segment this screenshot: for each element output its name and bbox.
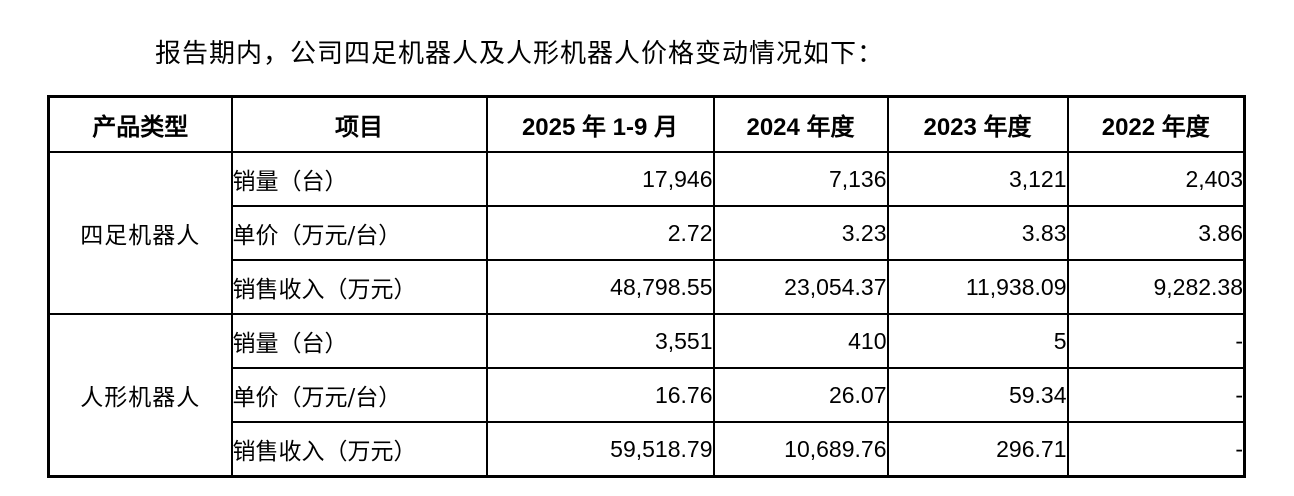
table-row: 单价（万元/台） 2.72 3.23 3.83 3.86 bbox=[49, 205, 1246, 261]
table-row: 销售收入（万元） 59,518.79 10,689.76 296.71 - bbox=[49, 421, 1246, 478]
value-cell: 23,054.37 bbox=[712, 259, 889, 315]
group-humanoid-robot: 人形机器人 bbox=[47, 313, 233, 478]
value-cell: 5 bbox=[886, 313, 1069, 369]
value-cell: 26.07 bbox=[712, 367, 889, 423]
value-cell: 48,798.55 bbox=[485, 259, 715, 315]
item-label-cell: 单价（万元/台） bbox=[230, 205, 488, 261]
document-title: 报告期内，公司四足机器人及人形机器人价格变动情况如下： bbox=[155, 39, 885, 69]
value-cell: 9,282.38 bbox=[1066, 259, 1246, 315]
table-row: 销售收入（万元） 48,798.55 23,054.37 11,938.09 9… bbox=[49, 259, 1246, 315]
header-2024: 2024 年度 bbox=[712, 95, 889, 153]
value-cell: 10,689.76 bbox=[712, 421, 889, 478]
value-cell: 296.71 bbox=[886, 421, 1069, 478]
value-cell: 3,551 bbox=[485, 313, 715, 369]
price-change-table: 产品类型 项目 2025 年 1-9 月 2024 年度 2023 年度 202… bbox=[47, 95, 1246, 478]
value-cell: 2,403 bbox=[1066, 151, 1246, 207]
value-cell: 16.76 bbox=[485, 367, 715, 423]
header-2025: 2025 年 1-9 月 bbox=[485, 95, 715, 153]
value-cell: 3.23 bbox=[712, 205, 889, 261]
table-row: 四足机器人 销量（台） 17,946 7,136 3,121 2,403 bbox=[47, 151, 1246, 315]
value-cell: 3.86 bbox=[1066, 205, 1246, 261]
value-cell: 2.72 bbox=[485, 205, 715, 261]
value-cell: - bbox=[1066, 313, 1246, 369]
value-cell: 3,121 bbox=[886, 151, 1069, 207]
value-cell: 410 bbox=[712, 313, 889, 369]
value-cell: 17,946 bbox=[485, 151, 715, 207]
value-cell: 7,136 bbox=[712, 151, 889, 207]
header-2023: 2023 年度 bbox=[886, 95, 1069, 153]
header-item: 项目 bbox=[230, 95, 488, 153]
value-cell: 11,938.09 bbox=[886, 259, 1069, 315]
table-header-row: 产品类型 项目 2025 年 1-9 月 2024 年度 2023 年度 202… bbox=[47, 95, 1246, 153]
value-cell: - bbox=[1066, 367, 1246, 423]
group-quadruped-robot: 四足机器人 bbox=[47, 151, 233, 315]
item-label-cell: 销售收入（万元） bbox=[230, 259, 488, 315]
header-2022: 2022 年度 bbox=[1066, 95, 1246, 153]
header-product-type: 产品类型 bbox=[47, 95, 233, 153]
item-label-cell: 销售收入（万元） bbox=[230, 421, 488, 478]
value-cell: 3.83 bbox=[886, 205, 1069, 261]
item-label-cell: 销量（台） bbox=[230, 313, 488, 369]
item-label-cell: 单价（万元/台） bbox=[230, 367, 488, 423]
item-label-cell: 销量（台） bbox=[230, 151, 488, 207]
value-cell: 59.34 bbox=[886, 367, 1069, 423]
table-row: 单价（万元/台） 16.76 26.07 59.34 - bbox=[49, 367, 1246, 423]
value-cell: 59,518.79 bbox=[485, 421, 715, 478]
value-cell: - bbox=[1066, 421, 1246, 478]
table-row: 人形机器人 销量（台） 3,551 410 5 - bbox=[47, 313, 1246, 478]
